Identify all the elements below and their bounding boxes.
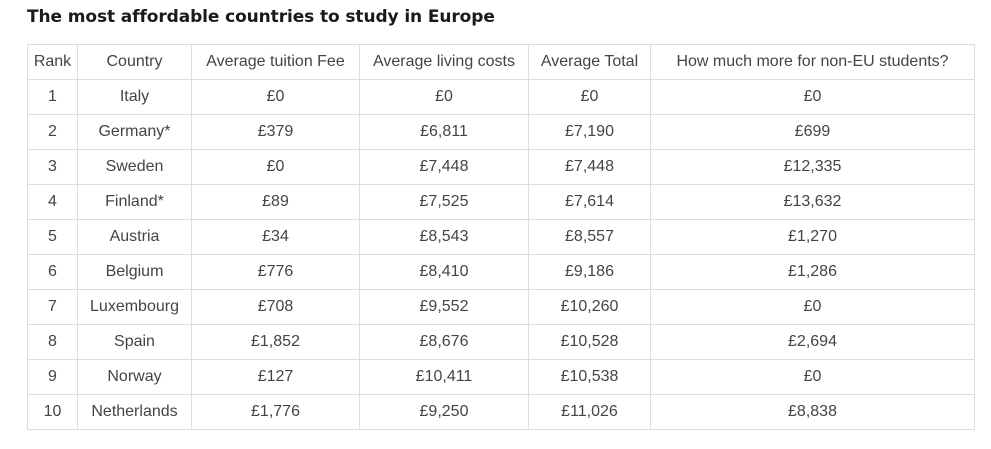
non-eu-extra-cell: £2,694 <box>650 324 975 360</box>
page-title: The most affordable countries to study i… <box>27 7 495 27</box>
living-costs-cell: £6,811 <box>359 114 529 150</box>
tuition-fee-cell: £1,852 <box>191 324 360 360</box>
tuition-fee-cell: £0 <box>191 149 360 185</box>
non-eu-extra-cell: £699 <box>650 114 975 150</box>
table-row: 2 Germany* £379 £6,811 £7,190 £699 <box>27 114 975 150</box>
tuition-fee-cell: £34 <box>191 219 360 255</box>
header-living-costs: Average living costs <box>359 44 529 80</box>
non-eu-extra-cell: £13,632 <box>650 184 975 220</box>
tuition-fee-cell: £89 <box>191 184 360 220</box>
living-costs-cell: £9,250 <box>359 394 529 430</box>
average-total-cell: £7,448 <box>528 149 651 185</box>
non-eu-extra-cell: £0 <box>650 79 975 115</box>
country-cell: Netherlands <box>77 394 192 430</box>
tuition-fee-cell: £379 <box>191 114 360 150</box>
header-tuition-fee: Average tuition Fee <box>191 44 360 80</box>
tuition-fee-cell: £708 <box>191 289 360 325</box>
living-costs-cell: £9,552 <box>359 289 529 325</box>
average-total-cell: £10,538 <box>528 359 651 395</box>
country-cell: Belgium <box>77 254 192 290</box>
rank-cell: 10 <box>27 394 78 430</box>
rank-cell: 4 <box>27 184 78 220</box>
table-row: 8 Spain £1,852 £8,676 £10,528 £2,694 <box>27 324 975 360</box>
rank-cell: 8 <box>27 324 78 360</box>
table-row: 5 Austria £34 £8,543 £8,557 £1,270 <box>27 219 975 255</box>
tuition-fee-cell: £127 <box>191 359 360 395</box>
header-country: Country <box>77 44 192 80</box>
header-rank: Rank <box>27 44 78 80</box>
tuition-fee-cell: £776 <box>191 254 360 290</box>
table-body: 1 Italy £0 £0 £0 £0 2 Germany* £379 £6,8… <box>27 79 975 430</box>
table-row: 7 Luxembourg £708 £9,552 £10,260 £0 <box>27 289 975 325</box>
rank-cell: 3 <box>27 149 78 185</box>
table-row: 3 Sweden £0 £7,448 £7,448 £12,335 <box>27 149 975 185</box>
rank-cell: 6 <box>27 254 78 290</box>
average-total-cell: £11,026 <box>528 394 651 430</box>
average-total-cell: £9,186 <box>528 254 651 290</box>
country-cell: Norway <box>77 359 192 395</box>
non-eu-extra-cell: £12,335 <box>650 149 975 185</box>
living-costs-cell: £8,543 <box>359 219 529 255</box>
average-total-cell: £10,528 <box>528 324 651 360</box>
average-total-cell: £10,260 <box>528 289 651 325</box>
rank-cell: 2 <box>27 114 78 150</box>
rank-cell: 9 <box>27 359 78 395</box>
non-eu-extra-cell: £1,286 <box>650 254 975 290</box>
country-cell: Austria <box>77 219 192 255</box>
living-costs-cell: £0 <box>359 79 529 115</box>
living-costs-cell: £8,676 <box>359 324 529 360</box>
living-costs-cell: £7,448 <box>359 149 529 185</box>
country-cell: Italy <box>77 79 192 115</box>
country-cell: Spain <box>77 324 192 360</box>
living-costs-cell: £7,525 <box>359 184 529 220</box>
country-cell: Finland* <box>77 184 192 220</box>
table-row: 9 Norway £127 £10,411 £10,538 £0 <box>27 359 975 395</box>
affordable-countries-table: Rank Country Average tuition Fee Average… <box>27 44 975 430</box>
table-row: 1 Italy £0 £0 £0 £0 <box>27 79 975 115</box>
average-total-cell: £0 <box>528 79 651 115</box>
tuition-fee-cell: £0 <box>191 79 360 115</box>
tuition-fee-cell: £1,776 <box>191 394 360 430</box>
non-eu-extra-cell: £1,270 <box>650 219 975 255</box>
rank-cell: 5 <box>27 219 78 255</box>
average-total-cell: £8,557 <box>528 219 651 255</box>
table-header: Rank Country Average tuition Fee Average… <box>27 44 975 80</box>
table-row: 4 Finland* £89 £7,525 £7,614 £13,632 <box>27 184 975 220</box>
header-row: Rank Country Average tuition Fee Average… <box>27 44 975 80</box>
country-cell: Luxembourg <box>77 289 192 325</box>
average-total-cell: £7,614 <box>528 184 651 220</box>
living-costs-cell: £8,410 <box>359 254 529 290</box>
rank-cell: 7 <box>27 289 78 325</box>
non-eu-extra-cell: £8,838 <box>650 394 975 430</box>
average-total-cell: £7,190 <box>528 114 651 150</box>
non-eu-extra-cell: £0 <box>650 289 975 325</box>
country-cell: Sweden <box>77 149 192 185</box>
country-cell: Germany* <box>77 114 192 150</box>
rank-cell: 1 <box>27 79 78 115</box>
non-eu-extra-cell: £0 <box>650 359 975 395</box>
living-costs-cell: £10,411 <box>359 359 529 395</box>
table-row: 6 Belgium £776 £8,410 £9,186 £1,286 <box>27 254 975 290</box>
header-average-total: Average Total <box>528 44 651 80</box>
header-non-eu-extra: How much more for non-EU students? <box>650 44 975 80</box>
table-row: 10 Netherlands £1,776 £9,250 £11,026 £8,… <box>27 394 975 430</box>
